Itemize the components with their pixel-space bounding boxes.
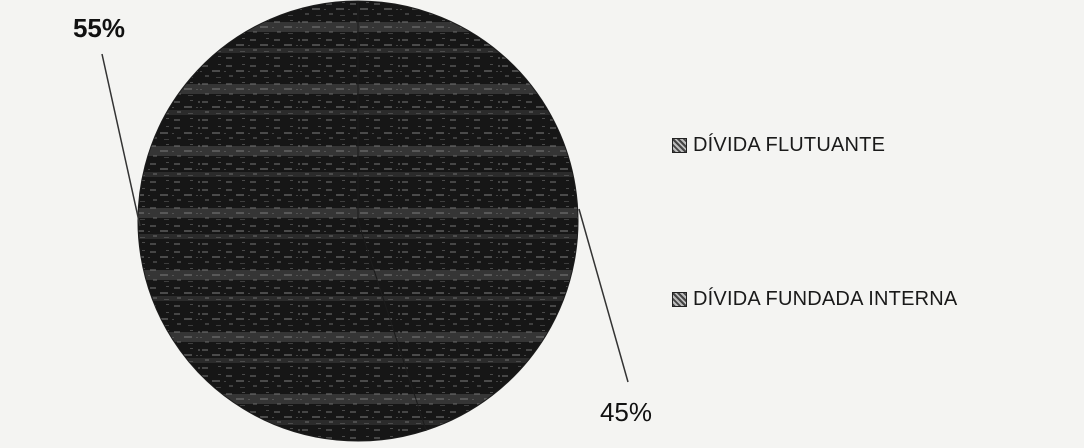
leader-line-1	[578, 208, 629, 383]
pie-slices	[137, 0, 579, 442]
legend-item-divida-flutuante: DÍVIDA FLUTUANTE	[672, 130, 1072, 160]
pie-labels: 45% 55%	[73, 13, 652, 427]
legend-item-divida-fundada-interna: DÍVIDA FUNDADA INTERNA	[672, 284, 1072, 314]
data-label-1: 45%	[600, 397, 652, 427]
legend-label: DÍVIDA FLUTUANTE	[693, 133, 886, 156]
pie-slice-2	[137, 0, 427, 442]
pie-slice-1	[357, 0, 579, 431]
data-label-2: 55%	[73, 13, 125, 43]
legend: DÍVIDA FLUTUANTE DÍVIDA FUNDADA INTERNA	[672, 130, 1072, 438]
leader-line-2	[101, 53, 141, 227]
legend-swatch-icon	[672, 291, 687, 307]
pie-leaders	[101, 53, 629, 383]
legend-label: DÍVIDA FUNDADA INTERNA	[693, 287, 958, 310]
legend-swatch-icon	[672, 137, 687, 153]
